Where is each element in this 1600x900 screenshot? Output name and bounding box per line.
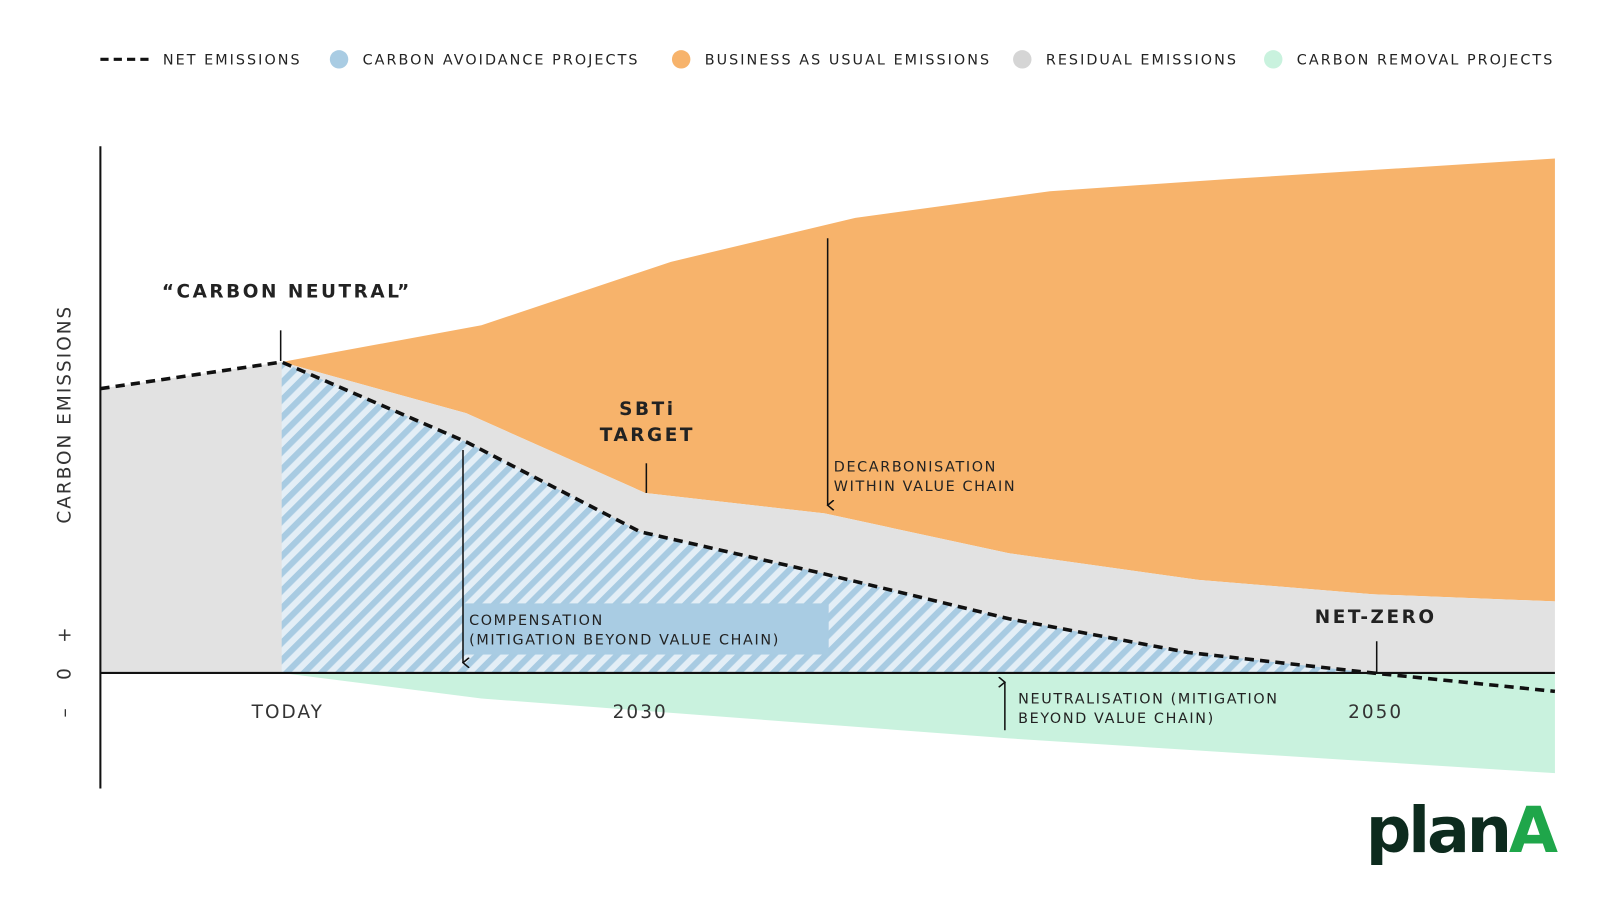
axis-sign: – <box>55 706 76 717</box>
annotation: NET-ZERO <box>1315 607 1437 628</box>
logo: planA <box>1366 793 1558 867</box>
x-label: 2050 <box>1348 702 1403 723</box>
legend-label: NET EMISSIONS <box>163 52 302 68</box>
bau-area <box>281 158 1555 602</box>
annotation: NEUTRALISATION (MITIGATION <box>1018 692 1278 708</box>
annotation: WITHIN VALUE CHAIN <box>834 479 1016 495</box>
y-axis-label: CARBON EMISSIONS <box>55 305 76 524</box>
net-emissions-line <box>100 360 1556 694</box>
annotation: “CARBON NEUTRAL” <box>162 282 412 303</box>
annotation: TARGET <box>600 425 695 446</box>
annotation: COMPENSATION <box>469 613 604 629</box>
logo-text: A <box>1509 793 1558 867</box>
x-label: TODAY <box>251 702 324 723</box>
logo-text: plan <box>1366 793 1509 867</box>
annotation: SBTi <box>619 399 675 420</box>
annotation: DECARBONISATION <box>834 459 997 475</box>
removal-area <box>281 672 1555 774</box>
compensation-box <box>462 603 829 655</box>
legend-swatch <box>1013 50 1032 69</box>
legend-swatch <box>329 50 349 69</box>
legend-swatch <box>671 50 691 69</box>
avoidance-area <box>281 362 1373 673</box>
annotation: BEYOND VALUE CHAIN) <box>1018 711 1215 727</box>
axis-sign: 0 <box>55 666 76 680</box>
legend-label: BUSINESS AS USUAL EMISSIONS <box>705 52 991 68</box>
x-label: 2030 <box>613 702 668 723</box>
legend-label: CARBON AVOIDANCE PROJECTS <box>363 52 640 68</box>
legend-label: CARBON REMOVAL PROJECTS <box>1297 52 1555 68</box>
legend-label: RESIDUAL EMISSIONS <box>1046 52 1238 68</box>
axis-sign: + <box>55 625 76 642</box>
annotation: (MITIGATION BEYOND VALUE CHAIN) <box>469 632 780 648</box>
legend-swatch <box>1264 50 1283 69</box>
